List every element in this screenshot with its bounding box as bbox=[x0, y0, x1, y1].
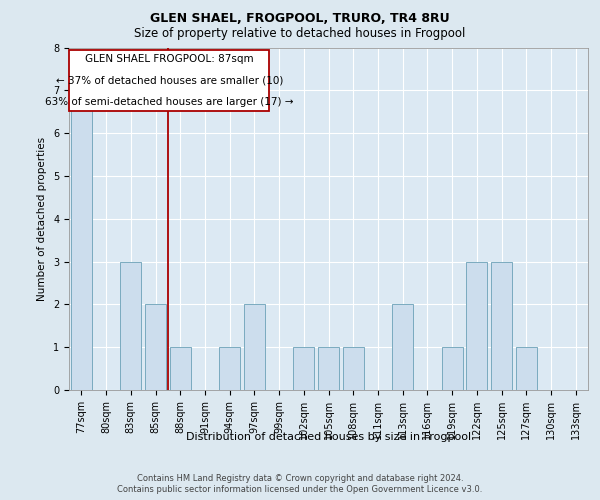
Bar bbox=[170, 347, 191, 390]
Bar bbox=[491, 262, 512, 390]
Text: Contains HM Land Registry data © Crown copyright and database right 2024.: Contains HM Land Registry data © Crown c… bbox=[137, 474, 463, 483]
Bar bbox=[466, 262, 487, 390]
Text: Size of property relative to detached houses in Frogpool: Size of property relative to detached ho… bbox=[134, 28, 466, 40]
Bar bbox=[318, 347, 339, 390]
Text: GLEN SHAEL FROGPOOL: 87sqm: GLEN SHAEL FROGPOOL: 87sqm bbox=[85, 54, 254, 64]
Text: 63% of semi-detached houses are larger (17) →: 63% of semi-detached houses are larger (… bbox=[45, 97, 293, 107]
Y-axis label: Number of detached properties: Number of detached properties bbox=[37, 136, 47, 301]
Text: ← 37% of detached houses are smaller (10): ← 37% of detached houses are smaller (10… bbox=[56, 76, 283, 86]
Bar bbox=[343, 347, 364, 390]
Bar bbox=[71, 90, 92, 390]
Text: Distribution of detached houses by size in Frogpool: Distribution of detached houses by size … bbox=[186, 432, 472, 442]
Bar bbox=[392, 304, 413, 390]
Bar bbox=[120, 262, 141, 390]
Bar bbox=[516, 347, 537, 390]
Bar bbox=[219, 347, 240, 390]
Bar bbox=[145, 304, 166, 390]
Text: Contains public sector information licensed under the Open Government Licence v3: Contains public sector information licen… bbox=[118, 485, 482, 494]
Bar bbox=[442, 347, 463, 390]
Bar bbox=[70, 50, 269, 111]
Bar bbox=[244, 304, 265, 390]
Text: GLEN SHAEL, FROGPOOL, TRURO, TR4 8RU: GLEN SHAEL, FROGPOOL, TRURO, TR4 8RU bbox=[150, 12, 450, 26]
Bar bbox=[293, 347, 314, 390]
